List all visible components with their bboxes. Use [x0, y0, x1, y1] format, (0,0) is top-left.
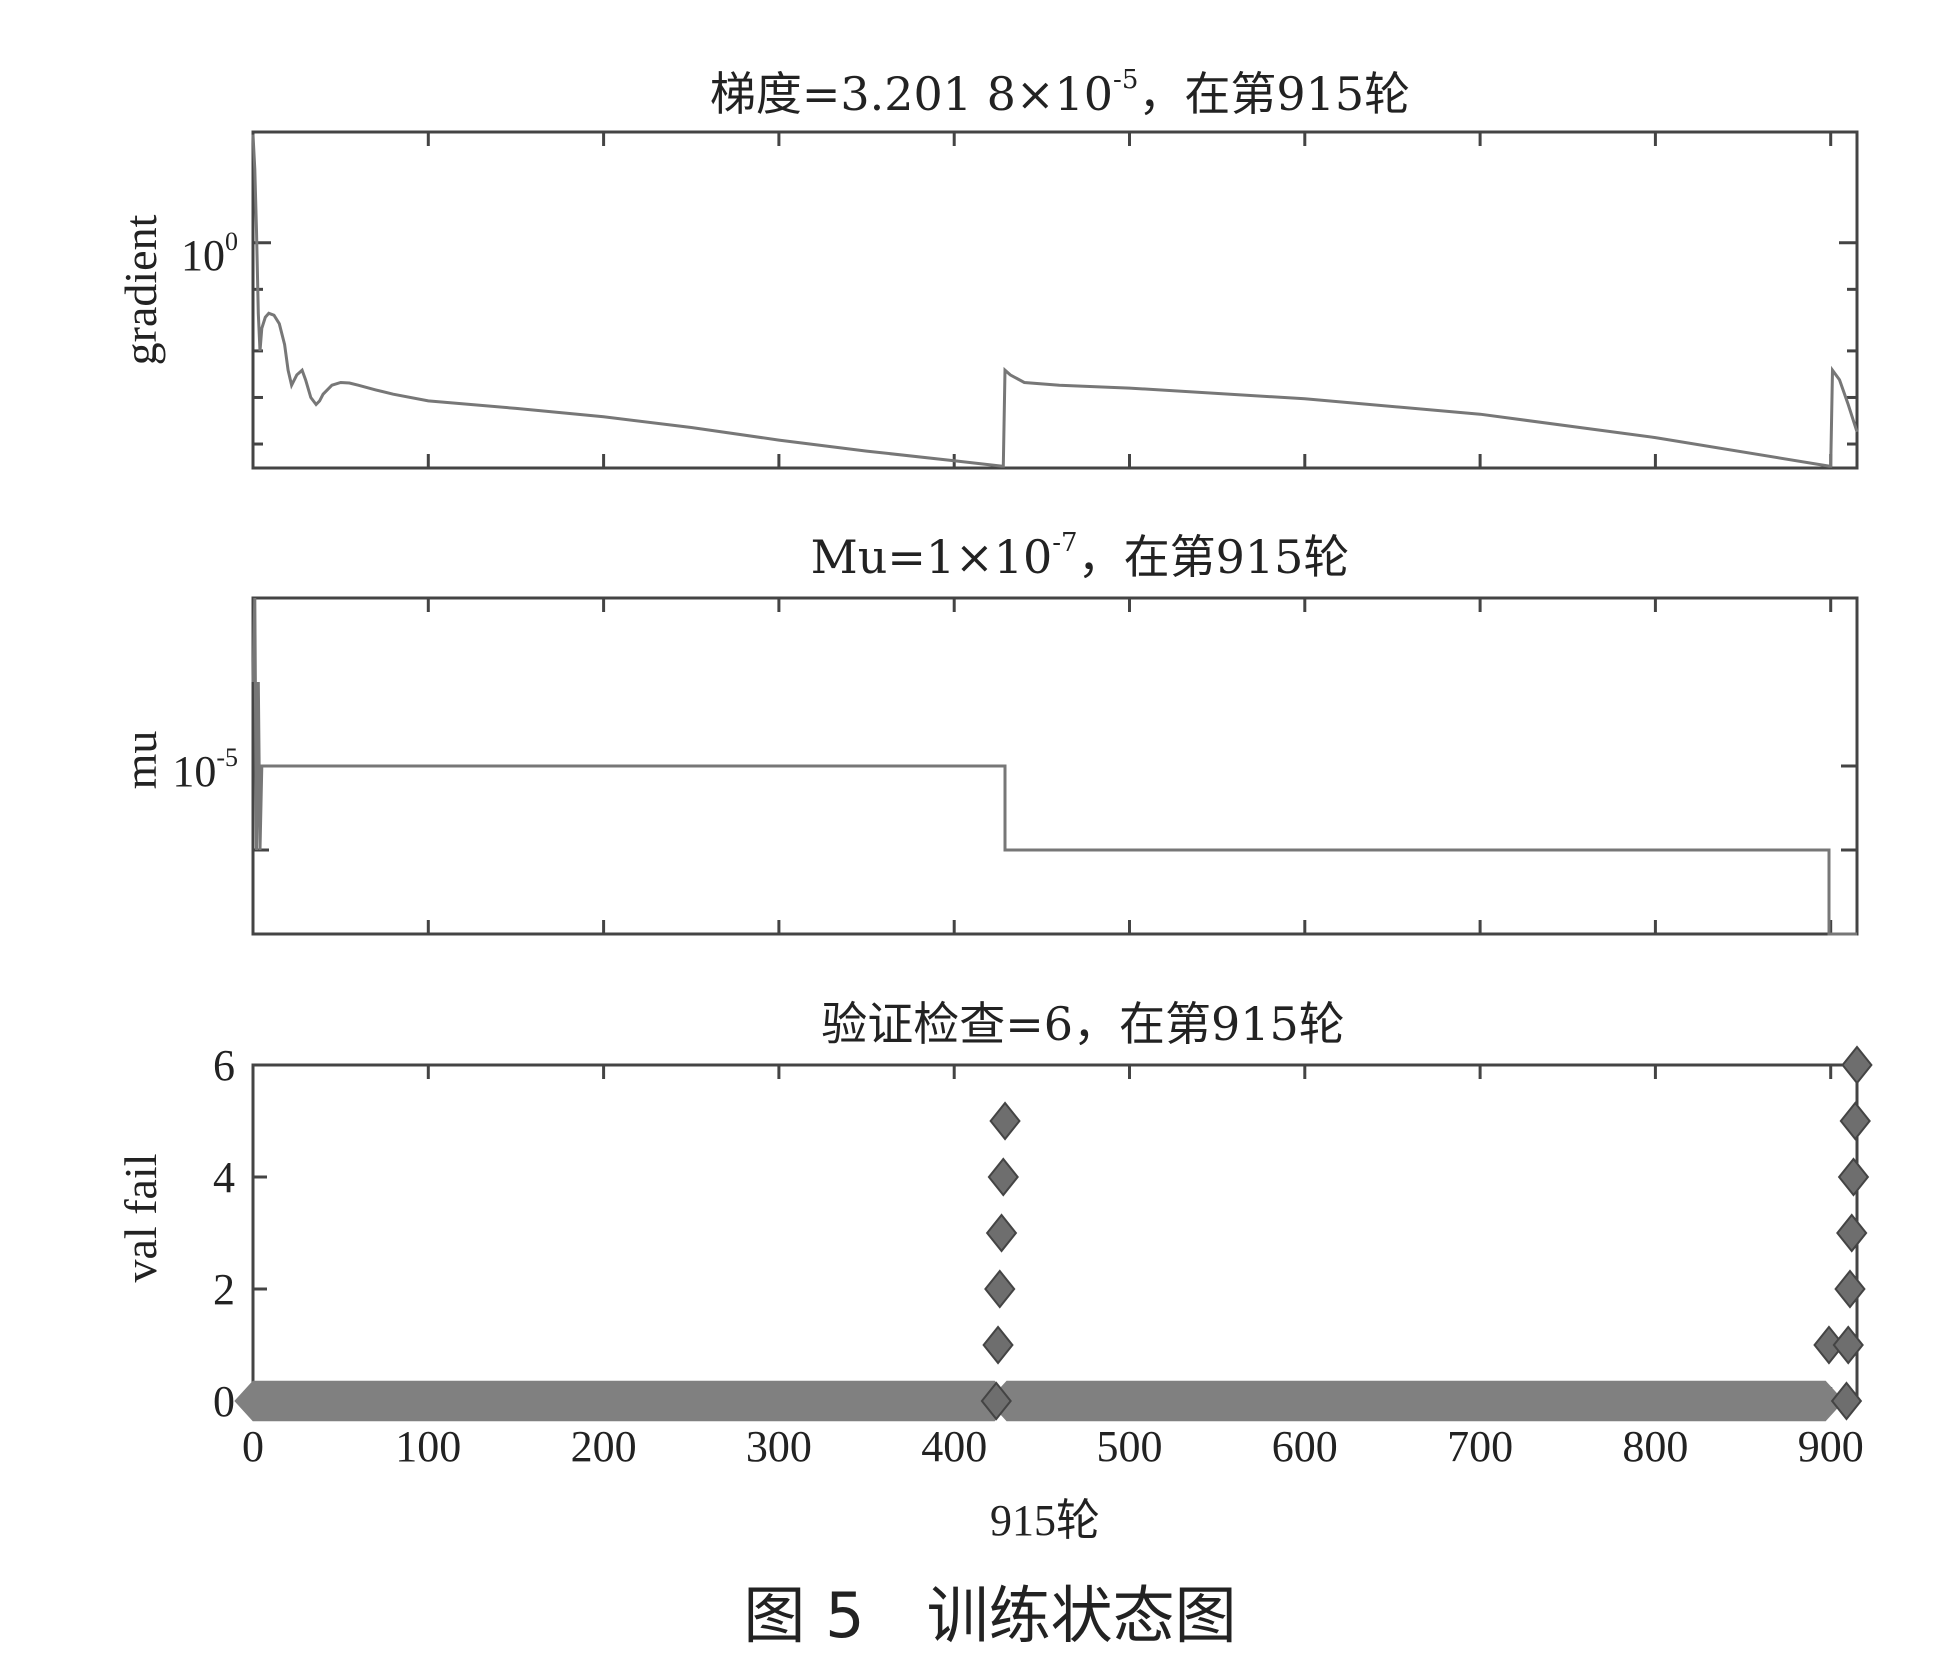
mu-title: Mu=1×10-7，在第915轮 — [811, 528, 1350, 584]
valfail-point — [1839, 1101, 1871, 1141]
valfail-point — [1834, 1269, 1866, 1309]
valfail-point — [984, 1269, 1016, 1309]
valfail-panel: 验证检查=6，在第915轮 val fail 0 100 200 300 400 500 6… — [115, 997, 1873, 1545]
valfail-y-tick-label: 0 — [213, 1377, 235, 1426]
valfail-zero-run — [234, 1380, 1014, 1422]
valfail-axes-frame — [251, 1063, 1859, 1403]
valfail-point — [1837, 1157, 1870, 1197]
valfail-x-tick-label: 0 — [242, 1422, 264, 1471]
mu-y-tick-label: 10-5 — [172, 743, 238, 796]
valfail-x-tick-label: 600 — [1272, 1422, 1338, 1471]
valfail-point — [1841, 1045, 1873, 1085]
valfail-y-label: val fail — [115, 1154, 166, 1283]
gradient-series-line — [251, 134, 1859, 468]
valfail-x-tick-label: 900 — [1798, 1422, 1864, 1471]
valfail-title: 验证检查=6，在第915轮 — [821, 997, 1345, 1051]
valfail-x-tick-label: 700 — [1447, 1422, 1513, 1471]
valfail-x-label: 915轮 — [990, 1496, 1100, 1545]
valfail-x-tick-label: 500 — [1097, 1422, 1163, 1471]
gradient-title: 梯度=3.201 8×10-5，在第915轮 — [710, 65, 1410, 121]
figure-caption: 图 5 训练状态图 — [743, 1579, 1236, 1652]
valfail-point — [987, 1157, 1019, 1197]
valfail-y-tick-label: 2 — [213, 1265, 235, 1314]
valfail-point — [1830, 1381, 1863, 1421]
valfail-x-tick-label: 100 — [395, 1422, 461, 1471]
gradient-panel: 梯度=3.201 8×10-5，在第915轮 gradient 100 — [115, 65, 1859, 470]
mu-panel: Mu=1×10-7，在第915轮 mu 10-5 — [115, 528, 1859, 936]
valfail-point — [1836, 1213, 1868, 1253]
valfail-x-tick-label: 800 — [1622, 1422, 1688, 1471]
valfail-point — [985, 1213, 1018, 1253]
valfail-x-tick-label: 200 — [571, 1422, 637, 1471]
valfail-zero-run — [988, 1380, 1845, 1422]
valfail-point — [1832, 1325, 1864, 1365]
valfail-y-tick-label: 4 — [213, 1153, 235, 1202]
mu-series-line — [251, 597, 1857, 936]
gradient-axes-frame — [251, 130, 1859, 470]
mu-y-label: mu — [115, 731, 166, 790]
valfail-point — [980, 1381, 1012, 1421]
gradient-y-tick-label: 100 — [181, 227, 238, 280]
gradient-y-label: gradient — [115, 214, 166, 365]
valfail-point — [982, 1325, 1014, 1365]
valfail-x-tick-label: 400 — [921, 1422, 987, 1471]
valfail-x-tick-label: 300 — [746, 1422, 812, 1471]
valfail-point — [989, 1101, 1021, 1141]
valfail-y-tick-label: 6 — [213, 1041, 235, 1090]
